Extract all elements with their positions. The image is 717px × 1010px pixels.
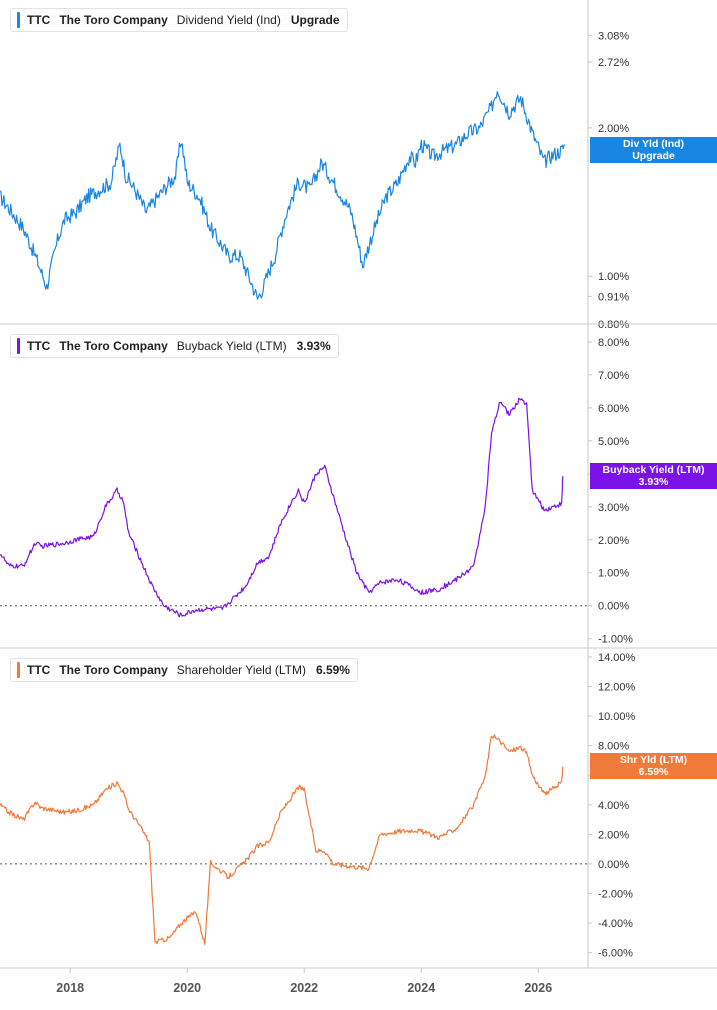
series-line-2 xyxy=(0,397,564,618)
legend-value: Upgrade xyxy=(290,13,340,27)
current-value-tag-shareholder: Shr Yld (LTM) 6.59% xyxy=(590,753,717,780)
tag-value: Upgrade xyxy=(632,150,675,163)
panel-3-legend: TTC The Toro Company Shareholder Yield (… xyxy=(10,658,358,682)
y-tick-label: 0.80% xyxy=(598,319,629,331)
tag-value: 6.59% xyxy=(638,766,669,779)
tag-label: Shr Yld (LTM) xyxy=(619,754,688,767)
y-tick-label: 0.00% xyxy=(598,859,629,871)
tag-value: 3.93% xyxy=(638,476,669,489)
y-tick-label: 7.00% xyxy=(598,370,629,382)
legend-company: The Toro Company xyxy=(59,13,168,27)
y-tick-label: 0.00% xyxy=(598,601,629,613)
y-tick-label: 2.00% xyxy=(598,535,629,547)
series-color-swatch xyxy=(17,12,20,28)
legend-ticker: TTC xyxy=(27,13,51,27)
y-tick-label: 14.00% xyxy=(598,652,636,664)
tag-label: Div Yld (Ind) xyxy=(622,138,685,151)
y-tick-label: 10.00% xyxy=(598,711,636,723)
current-value-tag-buyback: Buyback Yield (LTM) 3.93% xyxy=(590,463,717,490)
x-tick-label: 2022 xyxy=(290,981,318,995)
legend-ticker: TTC xyxy=(27,339,51,353)
legend-metric: Shareholder Yield (LTM) xyxy=(176,663,306,677)
current-value-tag-dividend: Div Yld (Ind) Upgrade xyxy=(590,137,717,164)
y-tick-label: 5.00% xyxy=(598,436,629,448)
panel-1-legend: TTC The Toro Company Dividend Yield (Ind… xyxy=(10,8,348,32)
y-tick-label: 3.08% xyxy=(598,30,629,42)
legend-value: 3.93% xyxy=(296,339,331,353)
legend-metric: Buyback Yield (LTM) xyxy=(176,339,287,353)
x-tick-label: 2024 xyxy=(407,981,435,995)
legend-metric: Dividend Yield (Ind) xyxy=(176,13,281,27)
y-tick-label: -1.00% xyxy=(598,634,633,646)
series-line-3 xyxy=(0,734,564,946)
y-tick-label: 3.00% xyxy=(598,502,629,514)
y-tick-label: 1.00% xyxy=(598,568,629,580)
legend-ticker: TTC xyxy=(27,663,51,677)
y-tick-label: 2.00% xyxy=(598,829,629,841)
y-tick-label: 8.00% xyxy=(598,337,629,349)
x-tick-label: 2026 xyxy=(524,981,552,995)
y-tick-label: -6.00% xyxy=(598,948,633,960)
y-tick-label: 4.00% xyxy=(598,800,629,812)
series-color-swatch xyxy=(17,662,20,678)
y-tick-label: 6.00% xyxy=(598,403,629,415)
legend-value: 6.59% xyxy=(315,663,350,677)
x-tick-label: 2018 xyxy=(56,981,84,995)
y-tick-label: 8.00% xyxy=(598,741,629,753)
y-tick-label: 2.72% xyxy=(598,57,629,69)
y-tick-label: 1.00% xyxy=(598,271,629,283)
y-tick-label: 12.00% xyxy=(598,682,636,694)
x-tick-label: 2020 xyxy=(173,981,201,995)
y-tick-label: -4.00% xyxy=(598,918,633,930)
panel-2-legend: TTC The Toro Company Buyback Yield (LTM)… xyxy=(10,334,339,358)
series-color-swatch xyxy=(17,338,20,354)
tag-label: Buyback Yield (LTM) xyxy=(602,464,705,477)
legend-company: The Toro Company xyxy=(59,663,168,677)
legend-company: The Toro Company xyxy=(59,339,168,353)
y-tick-label: -2.00% xyxy=(598,888,633,900)
series-line-1 xyxy=(0,90,566,300)
y-tick-label: 0.91% xyxy=(598,291,629,303)
y-tick-label: 2.00% xyxy=(598,123,629,135)
